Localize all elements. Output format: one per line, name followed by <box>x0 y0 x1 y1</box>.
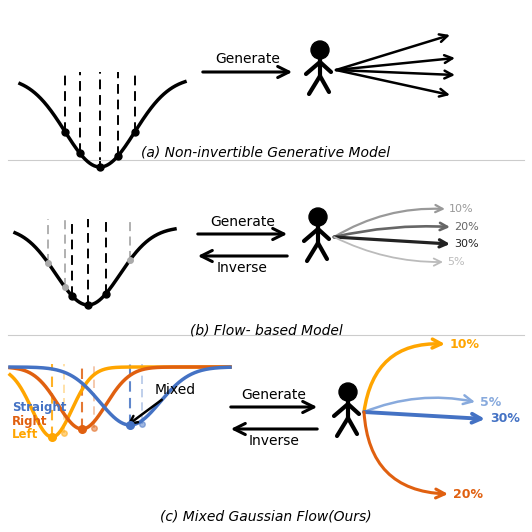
FancyArrowPatch shape <box>364 395 472 412</box>
FancyArrowPatch shape <box>364 412 445 498</box>
FancyArrowPatch shape <box>364 412 480 422</box>
FancyArrowPatch shape <box>334 223 447 237</box>
Text: Generate: Generate <box>215 52 280 66</box>
Text: (b) Flow- based Model: (b) Flow- based Model <box>189 324 343 338</box>
Text: 5%: 5% <box>447 257 464 267</box>
Text: 20%: 20% <box>453 487 483 501</box>
Circle shape <box>339 383 357 401</box>
Text: 10%: 10% <box>449 204 473 214</box>
Circle shape <box>311 41 329 59</box>
Text: (c) Mixed Gaussian Flow(Ours): (c) Mixed Gaussian Flow(Ours) <box>160 510 372 524</box>
FancyArrowPatch shape <box>364 339 441 412</box>
Text: 20%: 20% <box>454 222 479 232</box>
Text: Inverse: Inverse <box>217 261 268 275</box>
Text: Mixed: Mixed <box>129 383 196 423</box>
Text: Generate: Generate <box>242 388 306 402</box>
Text: Generate: Generate <box>210 215 275 229</box>
Text: 10%: 10% <box>450 337 480 351</box>
Text: 30%: 30% <box>490 412 520 426</box>
Text: 5%: 5% <box>480 395 501 409</box>
Text: Inverse: Inverse <box>248 434 300 448</box>
FancyArrowPatch shape <box>334 205 443 237</box>
Text: Right: Right <box>12 414 47 428</box>
Text: (a) Non-invertible Generative Model: (a) Non-invertible Generative Model <box>142 145 390 159</box>
Text: Left: Left <box>12 428 38 442</box>
FancyArrowPatch shape <box>334 237 446 247</box>
Text: 30%: 30% <box>454 239 479 249</box>
FancyArrowPatch shape <box>334 237 441 265</box>
Text: Straight: Straight <box>12 401 66 413</box>
Circle shape <box>309 208 327 226</box>
